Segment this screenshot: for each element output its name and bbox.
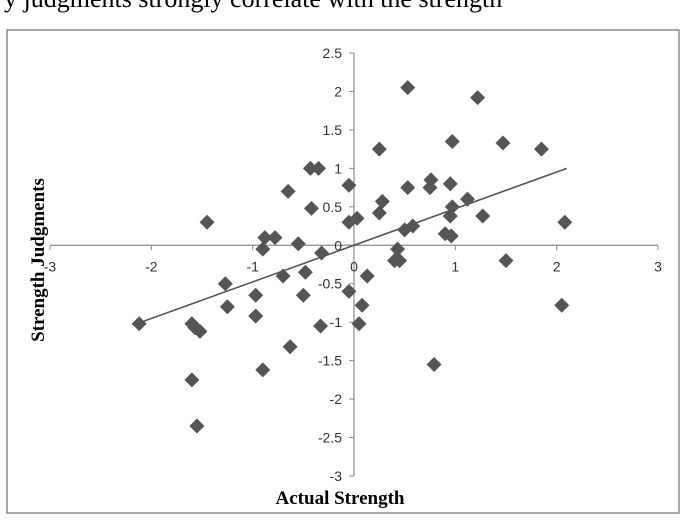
data-point-diamond — [400, 180, 416, 196]
data-point-diamond — [442, 176, 458, 192]
trendline — [140, 167, 568, 323]
y-tick-label: -2 — [330, 391, 343, 407]
x-tick-label: -1 — [246, 258, 259, 274]
y-tick-label: -3 — [330, 468, 343, 484]
data-point-diamond — [444, 133, 460, 149]
y-tick-label: -0.5 — [318, 276, 342, 292]
data-point-diamond — [290, 236, 306, 252]
data-point-diamond — [280, 183, 296, 199]
data-point-diamond — [470, 90, 486, 106]
data-point-diamond — [443, 228, 459, 244]
y-tick-group: -3 -2.5 -2 -1.5 -1 -0.5 0 0.5 1 1.5 2 2.5 — [318, 45, 354, 484]
data-point-diamond — [295, 287, 311, 303]
cropped-caption-text: y judgments strongly correlate with the … — [4, 0, 502, 12]
data-point-diamond — [192, 323, 208, 339]
data-point-diamond — [371, 205, 387, 221]
data-point-diamond — [341, 177, 357, 193]
y-tick-label: 0.5 — [323, 199, 343, 215]
data-point-diamond — [400, 80, 416, 96]
y-axis-title: Strength Judgments — [28, 178, 49, 342]
data-point-diamond — [189, 418, 205, 434]
x-tick-label: -3 — [44, 258, 57, 274]
data-point-diamond — [311, 160, 327, 176]
data-point-diamond — [554, 297, 570, 313]
data-point-diamond — [248, 308, 264, 324]
data-point-diamond — [533, 141, 549, 157]
chart-frame — [6, 29, 680, 514]
x-tick-label: 0 — [350, 258, 358, 274]
data-point-diamond — [302, 160, 318, 176]
data-point-diamond — [303, 200, 319, 216]
y-tick-label: 1.5 — [323, 122, 343, 138]
y-tick-label: 1 — [334, 160, 342, 176]
data-point-diamond — [282, 339, 298, 355]
data-point-diamond — [426, 356, 442, 372]
data-point-diamond — [313, 318, 329, 334]
x-tick-label: 1 — [451, 258, 459, 274]
y-tick-label: 2 — [334, 83, 342, 99]
data-point-diamond — [374, 193, 390, 209]
data-point-diamond — [442, 208, 458, 224]
y-tick-label: 2.5 — [323, 45, 343, 61]
data-point-diamond — [131, 316, 147, 332]
data-point-diamond — [341, 214, 357, 230]
data-point-diamond — [557, 214, 573, 230]
data-point-diamond — [390, 241, 406, 257]
data-point-diamond — [351, 316, 367, 332]
data-point-diamond — [184, 372, 200, 388]
data-point-diamond — [371, 141, 387, 157]
data-point-diamond — [495, 135, 511, 151]
data-point-diamond — [255, 362, 271, 378]
data-point-diamond — [354, 297, 370, 313]
y-tick-label: -1.5 — [318, 353, 342, 369]
data-point-diamond — [314, 245, 330, 261]
data-point-diamond — [257, 230, 273, 246]
data-point-diamond — [341, 283, 357, 299]
x-tick-label: 2 — [553, 258, 561, 274]
x-tick-label: -2 — [145, 258, 158, 274]
x-axis-title: Actual Strength — [276, 488, 405, 509]
data-point-diamond — [297, 264, 313, 280]
data-point-diamond — [267, 230, 283, 246]
data-point-diamond — [498, 253, 514, 269]
data-point-diamond — [397, 222, 413, 238]
data-point-diamond — [422, 180, 438, 196]
data-point-diamond — [475, 208, 491, 224]
data-point-diamond — [275, 268, 291, 284]
data-point-diamond — [199, 214, 215, 230]
data-point-diamond — [248, 287, 264, 303]
y-tick-label: -2.5 — [318, 430, 342, 446]
data-point-diamond — [459, 191, 475, 207]
y-tick-label: 0 — [334, 237, 342, 253]
y-tick-label: -1 — [330, 314, 343, 330]
data-point-diamond — [255, 241, 271, 257]
x-tick-group: -3 -2 -1 0 1 2 3 — [44, 245, 662, 274]
data-point-diamond — [392, 253, 408, 269]
data-points — [131, 80, 573, 434]
data-point-diamond — [219, 299, 235, 315]
data-point-diamond — [217, 276, 233, 292]
data-point-diamond — [359, 268, 375, 284]
x-tick-label: 3 — [654, 258, 662, 274]
